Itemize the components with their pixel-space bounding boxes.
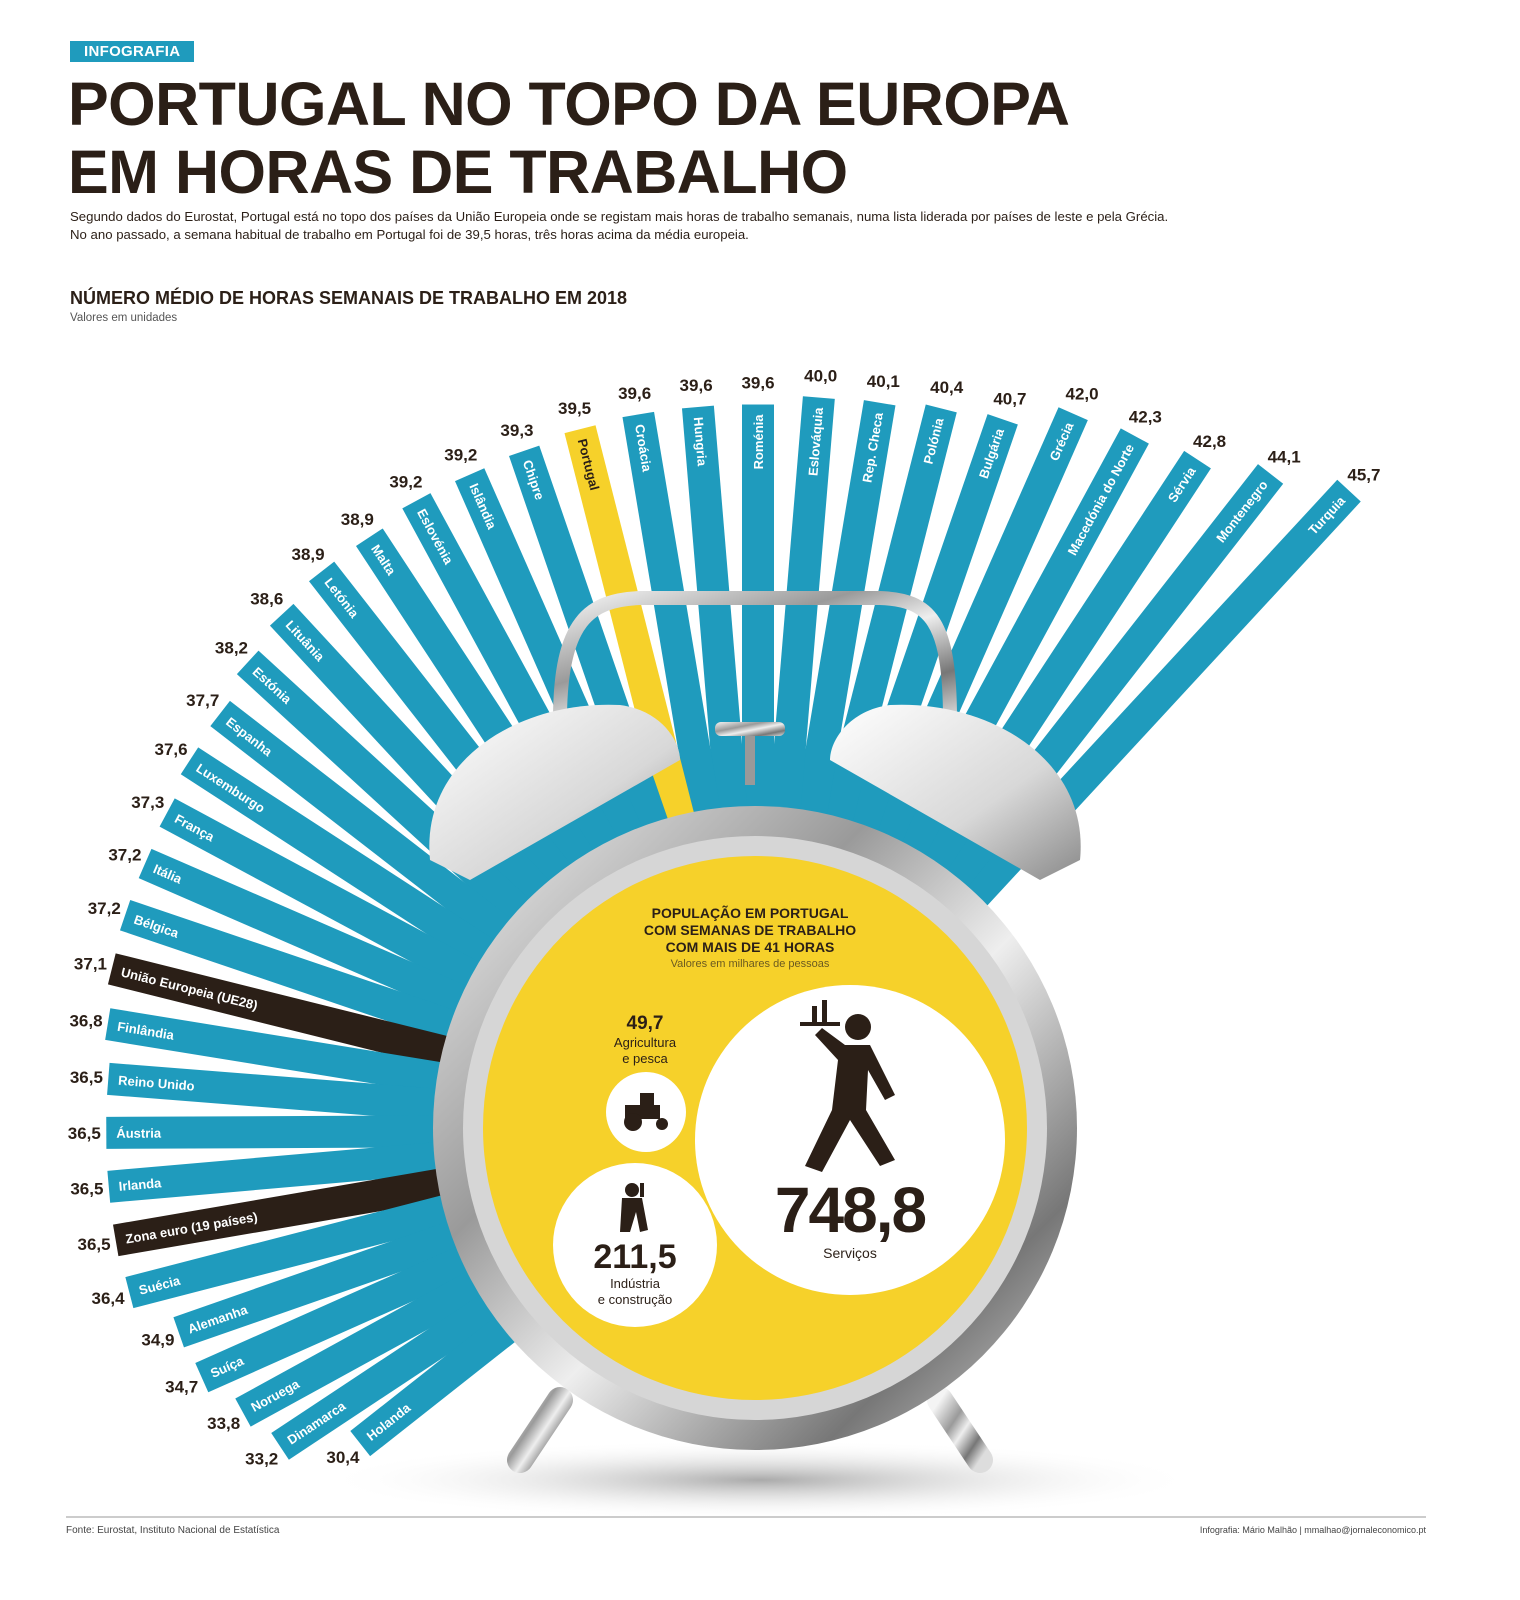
services-stat: 748,8 Serviços — [745, 1175, 955, 1261]
bar-value-label: 34,9 — [141, 1331, 174, 1350]
bar-value-label: 33,8 — [207, 1414, 240, 1433]
services-label: Serviços — [823, 1245, 877, 1261]
category-tag: INFOGRAFIA — [70, 41, 195, 62]
bar-value-label: 34,7 — [165, 1378, 198, 1397]
bar-value-label: 33,2 — [245, 1449, 278, 1468]
bar-value-label: 38,6 — [250, 590, 283, 609]
clock-stem — [745, 725, 755, 785]
source-note: Fonte: Eurostat, Instituto Nacional de E… — [66, 1525, 280, 1536]
clock-shadow — [320, 1440, 1200, 1520]
bar-value-label: 37,7 — [186, 691, 219, 710]
industry-circle — [553, 1163, 717, 1327]
bar-value-label: 40,1 — [867, 372, 900, 391]
inset-title-line-2: COM SEMANAS DE TRABALHO — [643, 922, 857, 938]
bar-value-label: 39,3 — [500, 421, 533, 440]
bar-value-label: 37,3 — [131, 793, 164, 812]
bar-value-label: 36,5 — [68, 1124, 101, 1143]
alarm-clock-illustration — [320, 591, 1200, 1520]
inset-title-line-1: POPULAÇÃO EM PORTUGAL — [651, 905, 849, 921]
industry-value: 211,5 — [593, 1238, 677, 1276]
bar-value-label: 37,1 — [74, 955, 107, 974]
bar-label: Irlanda — [118, 1175, 163, 1194]
bar-value-label: 42,0 — [1066, 385, 1099, 404]
bar-value-label: 36,8 — [69, 1012, 102, 1031]
left-foot — [507, 1387, 573, 1473]
bar-value-label: 30,4 — [326, 1448, 360, 1467]
bar-rect — [848, 479, 1361, 1031]
clock-handle — [553, 591, 957, 721]
bar-value-label: 45,7 — [1347, 465, 1380, 484]
left-bell — [429, 704, 680, 880]
bar-label: Reino Unido — [118, 1073, 196, 1094]
bar-value-label: 40,0 — [804, 367, 837, 386]
bar-value-label: 39,6 — [618, 384, 651, 403]
bar-value-label: 40,4 — [930, 378, 964, 397]
bar-value-label: 42,3 — [1129, 408, 1162, 427]
bar-value-label: 38,9 — [292, 545, 325, 564]
agriculture-label-2: e pesca — [622, 1051, 668, 1066]
lede: Segundo dados do Eurostat, Portugal está… — [70, 208, 1370, 244]
bar-value-label: 42,8 — [1193, 432, 1226, 451]
bar-value-label: 39,2 — [389, 472, 422, 491]
agriculture-stat: 49,7 Agricultura e pesca — [585, 1013, 705, 1067]
right-foot — [927, 1387, 993, 1473]
bar-value-label: 39,5 — [558, 399, 591, 418]
bar-value-label: 36,4 — [92, 1289, 126, 1308]
bar-label: Roménia — [751, 414, 766, 470]
lede-line-1: Segundo dados do Eurostat, Portugal está… — [70, 209, 1169, 224]
industry-label-2: e construção — [597, 1292, 673, 1307]
bar-value-label: 39,2 — [444, 446, 477, 465]
clock-button — [715, 722, 785, 736]
bar-value-label: 38,9 — [341, 510, 374, 529]
inset-title-line-3: COM MAIS DE 41 HORAS — [665, 939, 835, 955]
inset-unit: Valores em milhares de pessoas — [670, 958, 830, 970]
agriculture-value: 49,7 — [626, 1013, 664, 1034]
services-value: 748,8 — [774, 1174, 927, 1246]
bar-value-label: 37,2 — [88, 899, 121, 918]
industry-stat: 211,5 Indústria e construção — [560, 1238, 710, 1308]
right-bell — [830, 704, 1081, 880]
bar-value-label: 36,5 — [77, 1235, 110, 1254]
services-circle — [695, 985, 1005, 1295]
bar-label: Hungria — [691, 416, 710, 467]
tractor-icon — [624, 1093, 668, 1131]
bar-value-label: 44,1 — [1268, 448, 1301, 467]
agriculture-label: Agricultura — [613, 1035, 677, 1050]
title-line-2: EM HORAS DE TRABALHO — [68, 138, 848, 206]
bar-label: Áustria — [116, 1126, 162, 1141]
bar-value-label: 37,2 — [108, 846, 141, 865]
industry-label: Indústria — [610, 1276, 660, 1291]
footer-divider — [66, 1516, 1426, 1518]
lede-line-2: No ano passado, a semana habitual de tra… — [70, 227, 749, 242]
bar-value-label: 39,6 — [741, 374, 774, 393]
bar-value-label: 36,5 — [70, 1180, 103, 1199]
credit-note: Infografia: Mário Malhão | mmalhao@jorna… — [1199, 1525, 1426, 1535]
chart-title: NÚMERO MÉDIO DE HORAS SEMANAIS DE TRABAL… — [70, 288, 628, 308]
page-title: PORTUGAL NO TOPO DA EUROPA EM HORAS DE T… — [68, 70, 1070, 206]
bar-value-label: 40,7 — [993, 389, 1026, 408]
worker-icon — [620, 1183, 648, 1232]
title-line-1: PORTUGAL NO TOPO DA EUROPA — [68, 70, 1070, 138]
chart-subtitle: Valores em unidades — [70, 312, 178, 324]
bar-value-label: 37,6 — [154, 740, 187, 759]
inset-title: POPULAÇÃO EM PORTUGAL COM SEMANAS DE TRA… — [605, 905, 895, 973]
waiter-icon — [800, 1000, 895, 1172]
bar-value-label: 39,6 — [680, 376, 713, 395]
bar-value-label: 36,5 — [70, 1068, 103, 1087]
bar-label: Eslováquia — [805, 406, 826, 476]
bar-value-label: 38,2 — [215, 639, 248, 658]
